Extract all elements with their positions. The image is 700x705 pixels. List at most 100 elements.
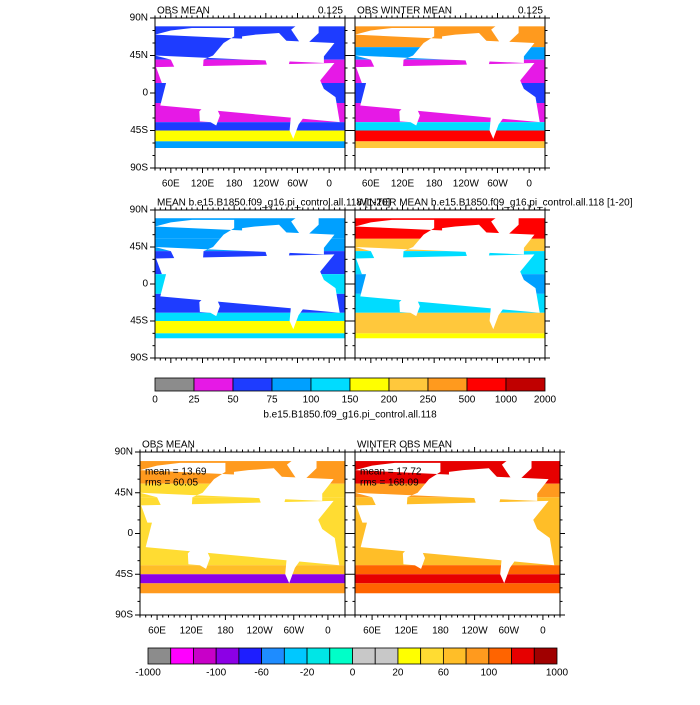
lon-label: 120E [391,179,415,190]
panel-title: OBS MEAN [157,6,210,17]
land [546,63,700,122]
lat-label: 90N [130,13,148,24]
land [0,463,129,526]
colorbar-label: 0 [152,395,158,406]
map [355,452,700,615]
colorbar-label: -60 [254,668,269,679]
color-box [271,377,312,392]
lat-label: 90S [115,610,133,621]
lon-label: 60E [148,626,166,637]
lon-label: 120E [191,179,215,190]
ocean-band [140,574,345,584]
land [545,28,700,86]
antarctica [155,148,345,168]
colorbar-label: -100 [206,668,226,679]
antarctica [355,338,545,358]
land [491,24,519,43]
land [101,217,128,235]
land [632,33,690,86]
land [286,275,311,330]
land [187,543,211,569]
land [242,224,301,278]
lon-label: 60E [362,179,380,190]
colorbar-label: 500 [459,395,476,406]
land [486,84,511,139]
color-box [261,647,285,665]
color-box [310,377,351,392]
map [0,210,345,358]
lon-label: 120W [247,626,274,637]
color-box [465,647,490,665]
color-box [427,377,468,392]
colorbar-label: 2000 [534,395,557,406]
lat-label: 45S [115,569,133,580]
color-box [442,647,467,665]
lat-label: 45N [115,487,133,498]
lon-label: 180 [217,626,234,637]
lon-label: 60E [162,179,180,190]
lon-label: 0 [325,626,331,637]
lon-label: 60W [498,626,519,637]
polar-cap [355,18,545,27]
color-box [154,377,195,392]
land [0,254,150,312]
land [96,276,120,329]
lon-label: 120E [180,626,204,637]
map [355,210,700,358]
lon-label: 120W [253,179,280,190]
color-box [488,647,512,665]
land [0,28,144,86]
land [561,501,700,565]
land [77,524,103,583]
color-box [147,647,172,665]
colorbar-label: -1000 [135,668,161,679]
colorbar-label: 0 [350,668,356,679]
land [233,468,297,527]
land [399,102,420,126]
ocean-band [355,122,545,131]
colorbar-label: 50 [227,395,239,406]
colorbar-label: 100 [480,668,497,679]
color-box [349,377,390,392]
land [676,276,700,329]
color-box [193,647,217,665]
colorbar-label: 25 [188,395,200,406]
color-box [352,647,376,665]
land [676,85,700,139]
color-box [329,647,353,665]
lat-label: 0 [142,88,148,99]
lat-label: 45N [130,242,148,253]
annotation: rms = 168.09 [360,478,419,489]
color-box [238,647,263,665]
color-box [374,647,399,665]
color-box [306,647,331,665]
map [0,452,345,615]
lat-label: 0 [142,279,148,290]
lat-label: 90S [130,163,148,174]
lat-label: 45S [130,125,148,136]
land [199,293,220,317]
land [82,459,112,479]
panel-subtitle: 0.125 [518,6,543,17]
lon-label: 120W [462,626,489,637]
lat-label: 45N [130,50,148,61]
lon-label: 180 [432,626,449,637]
colorbar-label: 200 [381,395,398,406]
lon-label: 0 [326,179,332,190]
lon-label: 60W [287,179,308,190]
land [242,33,301,87]
land [496,524,523,584]
panel-title: WINTER OBS MEAN [357,440,452,451]
colorbar-label: 1000 [546,668,569,679]
polar-cap [355,210,545,219]
annotation: mean = 17.72 [360,467,422,478]
color-box [232,377,273,392]
antarctica [355,148,545,168]
land [199,102,220,126]
polar-cap [355,452,560,462]
antarctica [155,338,345,358]
polar-cap [155,18,345,27]
land [501,459,532,480]
map [355,18,700,168]
